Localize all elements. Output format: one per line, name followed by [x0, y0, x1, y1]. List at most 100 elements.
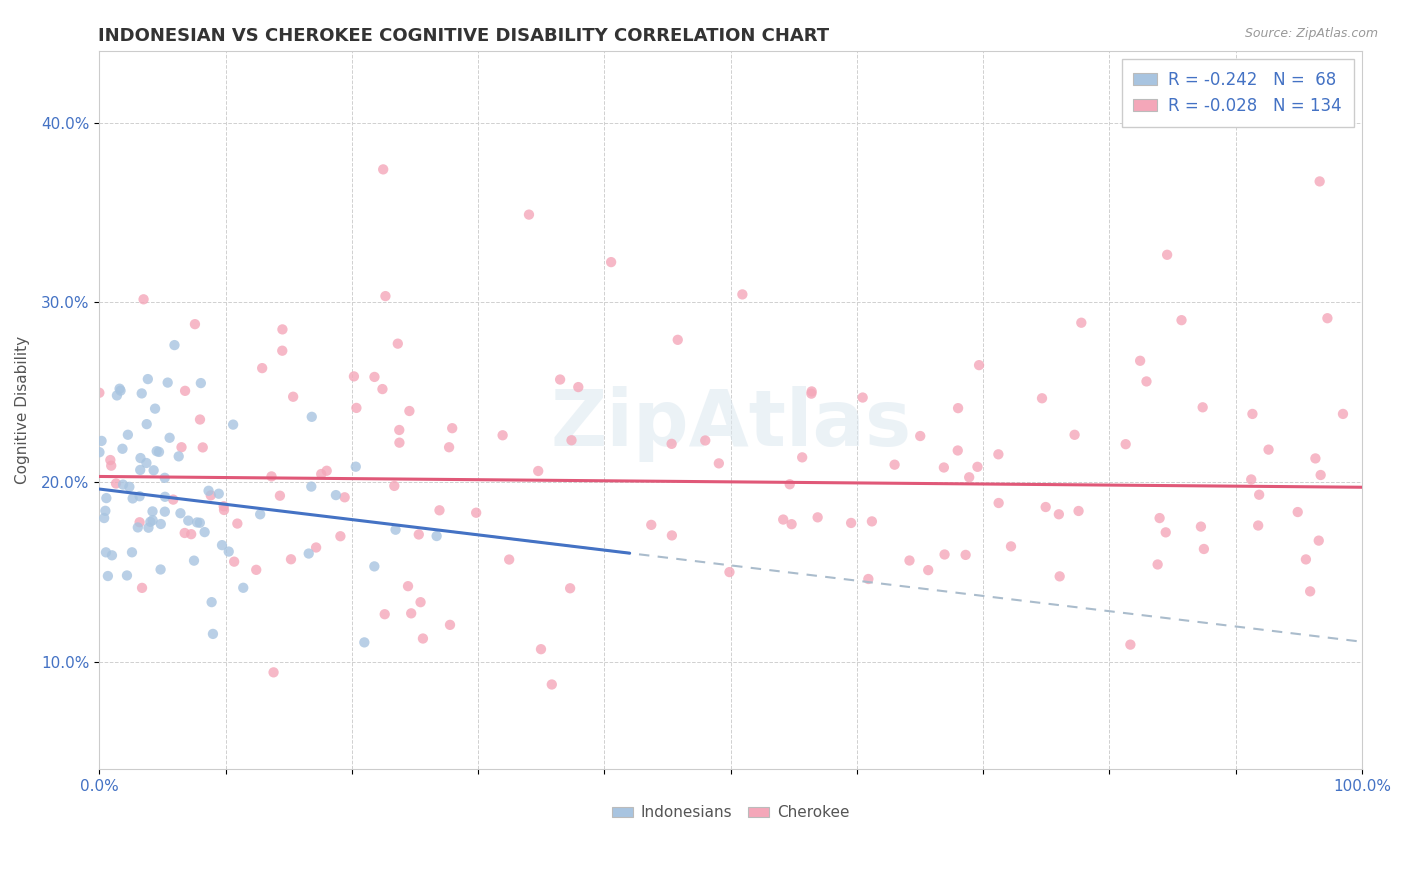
- Point: [333, 491, 356, 505]
- Point: [388, 435, 411, 450]
- Point: [860, 515, 883, 529]
- Point: [1305, 451, 1327, 466]
- Point: [94, 545, 117, 559]
- Point: [1149, 511, 1171, 525]
- Point: [731, 287, 754, 301]
- Point: [398, 404, 420, 418]
- Point: [191, 441, 214, 455]
- Point: [173, 526, 195, 541]
- Point: [540, 677, 562, 691]
- Point: [353, 635, 375, 649]
- Point: [174, 384, 197, 398]
- Point: [100, 458, 122, 473]
- Point: [373, 162, 395, 177]
- Point: [101, 549, 124, 563]
- Point: [1063, 427, 1085, 442]
- Point: [139, 515, 162, 529]
- Point: [128, 489, 150, 503]
- Point: [117, 427, 139, 442]
- Point: [97, 569, 120, 583]
- Point: [208, 487, 231, 501]
- Point: [409, 595, 432, 609]
- Point: [399, 607, 422, 621]
- Point: [429, 503, 451, 517]
- Text: ZipAtlas: ZipAtlas: [550, 386, 911, 462]
- Point: [567, 380, 589, 394]
- Point: [772, 512, 794, 526]
- Point: [212, 503, 235, 517]
- Point: [600, 255, 623, 269]
- Point: [89, 445, 111, 459]
- Legend: Indonesians, Cherokee: Indonesians, Cherokee: [606, 799, 855, 826]
- Point: [384, 523, 406, 537]
- Point: [200, 488, 222, 502]
- Point: [917, 563, 939, 577]
- Point: [1295, 552, 1317, 566]
- Point: [1249, 488, 1271, 502]
- Point: [987, 496, 1010, 510]
- Point: [1119, 638, 1142, 652]
- Point: [955, 548, 977, 562]
- Point: [301, 409, 323, 424]
- Point: [1240, 473, 1263, 487]
- Point: [344, 401, 367, 415]
- Point: [558, 581, 581, 595]
- Point: [143, 401, 166, 416]
- Point: [1070, 316, 1092, 330]
- Point: [128, 515, 150, 529]
- Point: [396, 579, 419, 593]
- Point: [280, 552, 302, 566]
- Point: [315, 464, 337, 478]
- Point: [666, 333, 689, 347]
- Point: [145, 444, 167, 458]
- Point: [1115, 437, 1137, 451]
- Point: [224, 555, 246, 569]
- Point: [344, 459, 367, 474]
- Point: [271, 322, 294, 336]
- Point: [800, 384, 823, 399]
- Point: [800, 386, 823, 401]
- Point: [245, 563, 267, 577]
- Point: [121, 545, 143, 559]
- Point: [96, 491, 118, 505]
- Point: [1316, 311, 1339, 326]
- Point: [1000, 540, 1022, 554]
- Point: [946, 443, 969, 458]
- Point: [1067, 504, 1090, 518]
- Point: [142, 463, 165, 477]
- Point: [131, 581, 153, 595]
- Point: [517, 208, 540, 222]
- Point: [932, 460, 955, 475]
- Point: [136, 372, 159, 386]
- Point: [149, 516, 172, 531]
- Point: [371, 382, 394, 396]
- Point: [363, 370, 385, 384]
- Point: [269, 489, 291, 503]
- Point: [309, 467, 332, 481]
- Point: [1247, 518, 1270, 533]
- Point: [343, 369, 366, 384]
- Point: [180, 527, 202, 541]
- Point: [263, 665, 285, 680]
- Point: [211, 538, 233, 552]
- Point: [212, 500, 235, 514]
- Point: [898, 553, 921, 567]
- Point: [329, 529, 352, 543]
- Point: [527, 464, 550, 478]
- Point: [156, 376, 179, 390]
- Point: [169, 506, 191, 520]
- Point: [153, 490, 176, 504]
- Point: [105, 388, 128, 402]
- Point: [439, 618, 461, 632]
- Point: [1192, 541, 1215, 556]
- Point: [111, 442, 134, 456]
- Point: [121, 491, 143, 506]
- Point: [118, 480, 141, 494]
- Point: [226, 516, 249, 531]
- Point: [1129, 353, 1152, 368]
- Point: [426, 529, 449, 543]
- Point: [437, 440, 460, 454]
- Point: [138, 521, 160, 535]
- Point: [1049, 569, 1071, 583]
- Point: [153, 505, 176, 519]
